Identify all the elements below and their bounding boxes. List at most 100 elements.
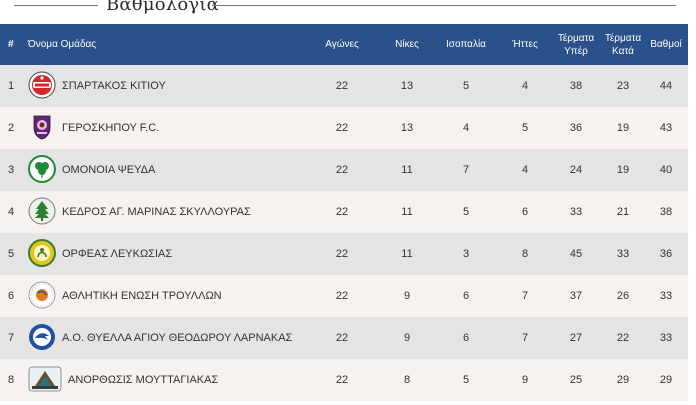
team-cell: ΚΕΔΡΟΣ ΑΓ. ΜΑΡΙΝΑΣ ΣΚΥΛΛΟΥΡΑΣ	[24, 191, 302, 233]
wins-cell: 9	[403, 332, 411, 344]
played-cell: 22	[335, 122, 349, 134]
team-name-link[interactable]: ΑΝΟΡΘΩΣΙΣ ΜΟΥΤΤΑΓΙΑΚΑΣ	[68, 374, 219, 386]
position-cell: 7	[8, 332, 15, 344]
losses-cell: 4	[521, 164, 529, 176]
standings-table: # Όνομα Ομάδας Αγώνες Νίκες Ισοπαλία Ήττ…	[0, 24, 688, 401]
table-row-1: 1 ΣΠΑΡΤΑΚΟΣ ΚΙΤΙΟΥ 22 13 5 4 38 23 44	[0, 65, 688, 107]
position-cell: 2	[8, 122, 15, 134]
title-divider-right	[212, 5, 676, 6]
header-goals-against: Τέρματα Κατά	[604, 32, 642, 57]
wins-cell: 8	[403, 374, 411, 386]
anorthosis-crest-icon	[28, 366, 62, 395]
draws-cell: 6	[462, 332, 470, 344]
header-position: #	[8, 39, 14, 50]
position-cell: 3	[8, 164, 15, 176]
team-name-link[interactable]: ΓΕΡΟΣΚΗΠΟΥ F.C.	[62, 122, 160, 134]
draws-cell: 3	[462, 248, 470, 260]
table-row-5: 5 ΟΡΦΕΑΣ ΛΕΥΚΩΣΙΑΣ 22 11 3 8 45 33 36	[0, 233, 688, 275]
table-row-2: 2 ΓΕΡΟΣΚΗΠΟΥ F.C. 22 13 4 5 36 19 43	[0, 107, 688, 149]
wins-cell: 13	[400, 80, 414, 92]
header-points: Βαθμοί	[650, 39, 682, 50]
goals-for-cell: 45	[569, 248, 583, 260]
position-cell: 1	[8, 80, 15, 92]
losses-cell: 4	[521, 80, 529, 92]
header-team-name: Όνομα Ομάδας	[28, 39, 97, 50]
losses-cell: 9	[521, 374, 529, 386]
played-cell: 22	[335, 164, 349, 176]
table-row-4: 4 ΚΕΔΡΟΣ ΑΓ. ΜΑΡΙΝΑΣ ΣΚΥΛΛΟΥΡΑΣ 22 11 5 …	[0, 191, 688, 233]
goals-for-cell: 33	[569, 206, 583, 218]
draws-cell: 6	[462, 290, 470, 302]
team-name-link[interactable]: ΟΡΦΕΑΣ ΛΕΥΚΩΣΙΑΣ	[62, 248, 173, 260]
thyella-crest-icon	[28, 323, 56, 354]
draws-cell: 5	[462, 374, 470, 386]
points-cell: 40	[659, 164, 673, 176]
played-cell: 22	[335, 80, 349, 92]
table-row-7: 7 Α.Ο. ΘΥΕΛΛΑ ΑΓΙΟΥ ΘΕΟΔΩΡΟΥ ΛΑΡΝΑΚΑΣ 22…	[0, 317, 688, 359]
cedar-tree-crest-icon	[28, 197, 56, 228]
points-cell: 38	[659, 206, 673, 218]
goals-for-cell: 25	[569, 374, 583, 386]
team-cell: ΣΠΑΡΤΑΚΟΣ ΚΙΤΙΟΥ	[24, 65, 302, 107]
wins-cell: 11	[401, 206, 413, 218]
team-name-link[interactable]: ΣΠΑΡΤΑΚΟΣ ΚΙΤΙΟΥ	[62, 80, 166, 92]
spartakos-crest-icon	[28, 71, 56, 102]
losses-cell: 5	[521, 122, 529, 134]
team-cell: ΓΕΡΟΣΚΗΠΟΥ F.C.	[24, 107, 302, 149]
draws-cell: 4	[462, 122, 470, 134]
points-cell: 33	[659, 332, 673, 344]
goals-for-cell: 24	[569, 164, 583, 176]
team-name-link[interactable]: Α.Ο. ΘΥΕΛΛΑ ΑΓΙΟΥ ΘΕΟΔΩΡΟΥ ΛΑΡΝΑΚΑΣ	[62, 332, 293, 344]
wins-cell: 11	[401, 248, 413, 260]
table-header-row: # Όνομα Ομάδας Αγώνες Νίκες Ισοπαλία Ήττ…	[0, 24, 688, 65]
goals-for-cell: 38	[569, 80, 583, 92]
team-cell: ΑΘΛΗΤΙΚΗ ΕΝΩΣΗ ΤΡΟΥΛΛΩΝ	[24, 275, 302, 317]
losses-cell: 6	[521, 206, 529, 218]
team-name-link[interactable]: ΚΕΔΡΟΣ ΑΓ. ΜΑΡΙΝΑΣ ΣΚΥΛΛΟΥΡΑΣ	[62, 206, 251, 218]
team-cell: ΟΜΟΝΟΙΑ ΨΕΥΔΑ	[24, 149, 302, 191]
position-cell: 4	[8, 206, 15, 218]
points-cell: 43	[659, 122, 673, 134]
draws-cell: 7	[462, 164, 470, 176]
table-row-3: 3 ΟΜΟΝΟΙΑ ΨΕΥΔΑ 22 11 7 4 24 19 40	[0, 149, 688, 191]
team-name-link[interactable]: ΟΜΟΝΟΙΑ ΨΕΥΔΑ	[62, 164, 156, 176]
header-goals-for: Τέρματα Υπέρ	[557, 32, 595, 57]
wins-cell: 11	[401, 164, 413, 176]
clover-crest-icon	[28, 154, 56, 186]
table-row-6: 6 ΑΘΛΗΤΙΚΗ ΕΝΩΣΗ ΤΡΟΥΛΛΩΝ 22 9 6 7 37 26…	[0, 275, 688, 317]
goals-against-cell: 23	[616, 80, 630, 92]
title-divider-left	[14, 5, 98, 6]
played-cell: 22	[335, 248, 349, 260]
losses-cell: 8	[521, 248, 529, 260]
geroskipou-crest-icon	[28, 113, 56, 144]
table-row-8: 8 ΑΝΟΡΘΩΣΙΣ ΜΟΥΤΤΑΓΙΑΚΑΣ 22 8 5 9 25 29 …	[0, 359, 688, 401]
team-cell: Α.Ο. ΘΥΕΛΛΑ ΑΓΙΟΥ ΘΕΟΔΩΡΟΥ ΛΑΡΝΑΚΑΣ	[24, 317, 302, 359]
standings-title-bar: Βαθμολογία	[0, 0, 696, 24]
goals-against-cell: 21	[616, 206, 630, 218]
goals-for-cell: 37	[569, 290, 583, 302]
goals-against-cell: 26	[616, 290, 630, 302]
points-cell: 36	[659, 248, 673, 260]
played-cell: 22	[335, 206, 349, 218]
points-cell: 44	[659, 80, 673, 92]
position-cell: 8	[8, 374, 15, 386]
points-cell: 33	[659, 290, 673, 302]
goals-for-cell: 36	[569, 122, 583, 134]
team-name-link[interactable]: ΑΘΛΗΤΙΚΗ ΕΝΩΣΗ ΤΡΟΥΛΛΩΝ	[62, 290, 222, 302]
header-played: Αγώνες	[325, 39, 359, 50]
goals-against-cell: 19	[616, 122, 630, 134]
draws-cell: 5	[462, 80, 470, 92]
troullon-crest-icon	[28, 281, 56, 312]
orfeas-crest-icon	[28, 238, 56, 270]
header-draws: Ισοπαλία	[446, 39, 486, 50]
goals-against-cell: 19	[616, 164, 630, 176]
goals-for-cell: 27	[569, 332, 583, 344]
page-title: Βαθμολογία	[106, 0, 219, 15]
position-cell: 5	[8, 248, 15, 260]
team-cell: ΑΝΟΡΘΩΣΙΣ ΜΟΥΤΤΑΓΙΑΚΑΣ	[24, 359, 302, 401]
wins-cell: 9	[403, 290, 411, 302]
wins-cell: 13	[400, 122, 414, 134]
losses-cell: 7	[521, 290, 529, 302]
played-cell: 22	[335, 290, 349, 302]
goals-against-cell: 22	[616, 332, 630, 344]
